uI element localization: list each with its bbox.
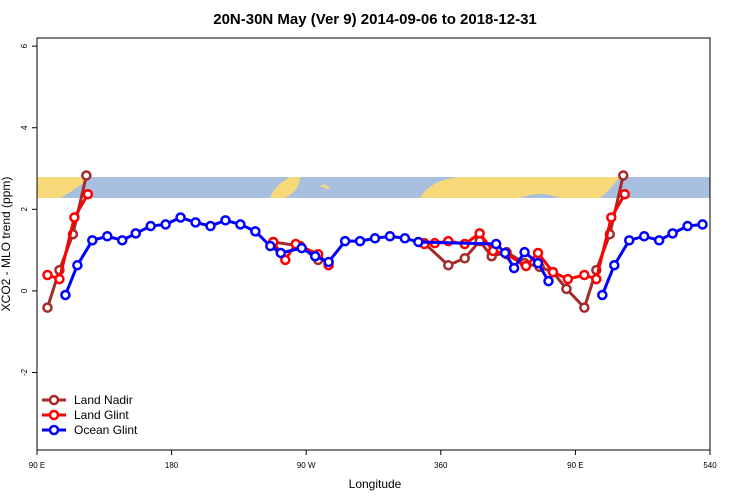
map-strip [37,177,710,198]
y-tick-label: 4 [20,125,29,130]
data-point [579,269,590,281]
data-point [220,215,231,226]
data-point [369,233,381,244]
chart-title: 20N-30N May (Ver 9) 2014-09-06 to 2018-1… [213,11,537,28]
data-point [384,230,396,242]
data-point [682,220,693,232]
data-point [561,283,572,295]
data-point [354,235,366,247]
data-point [87,235,98,246]
data-point [606,212,617,223]
data-point [60,289,71,301]
data-point [145,220,156,232]
x-tick-label: 90 W [297,461,316,470]
y-tick-label: -2 [20,368,29,376]
legend-label: Land Glint [74,408,129,422]
data-point [54,273,65,285]
data-point [499,247,511,259]
x-tick-label: 180 [165,461,179,470]
data-point [69,212,80,223]
data-point [399,233,411,244]
data-point [339,235,351,247]
data-point [653,235,665,246]
plot-frame [36,37,711,451]
data-point [265,240,276,252]
data-point [520,260,532,272]
data-point [116,235,128,246]
data-point [667,228,678,239]
data-point [250,226,261,237]
data-point [618,170,629,181]
data-point [532,247,544,259]
data-point [619,188,631,200]
data-point [459,253,470,264]
data-point [443,259,454,271]
data-point [160,219,171,230]
x-tick-label: 540 [703,461,717,470]
data-point [597,289,608,301]
data-point [42,269,53,281]
data-point [102,230,113,242]
data-point [579,302,590,313]
data-point [532,257,544,269]
legend-label: Ocean Glint [74,423,138,437]
legend-label: Land Nadir [74,393,133,407]
data-point [609,259,620,271]
data-point [309,250,321,262]
data-point [543,275,554,287]
data-point [519,246,530,258]
x-tick-label: 90 E [29,461,45,470]
y-tick-label: 6 [20,43,29,48]
x-tick-label: 360 [434,461,448,470]
data-point [591,273,602,285]
data-point [562,273,574,285]
series-line [600,222,703,296]
data-point [623,235,635,246]
data-point [508,262,520,274]
data-point [697,219,708,230]
data-point [275,247,287,259]
data-point [547,266,559,278]
data-point [638,230,650,242]
data-point [474,228,485,239]
data-point [130,228,141,239]
y-tick-label: 2 [20,207,29,212]
data-point [296,242,307,254]
data-point [490,238,502,250]
data-point [81,170,92,181]
data-point [413,236,424,248]
data-point [82,188,94,200]
y-tick-label: 0 [20,288,29,293]
data-point [280,254,291,266]
data-point [190,217,201,228]
data-point [175,212,186,223]
series-line [46,193,90,282]
data-point [205,220,216,232]
x-tick-label: 90 E [567,461,583,470]
x-axis-label: Longitude [349,477,402,491]
data-point [42,302,53,313]
legend-marker [48,409,60,421]
y-axis-label: XCO2 - MLO trend (ppm) [0,177,13,312]
legend-marker [48,394,60,406]
data-point [72,259,83,271]
data-point [323,256,334,268]
legend-marker [48,424,60,436]
data-point [235,219,246,230]
